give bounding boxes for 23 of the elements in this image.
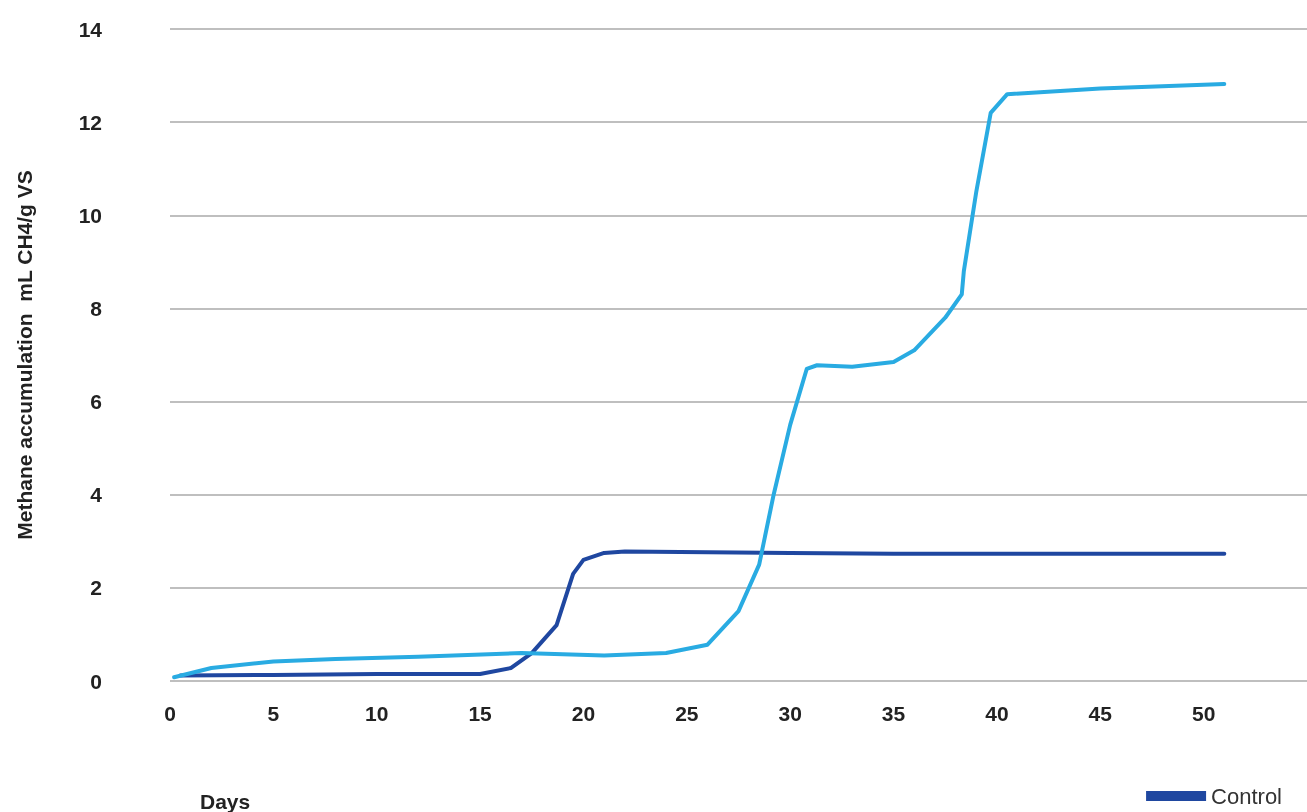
x-tick-label: 5 [267, 702, 280, 725]
y-tick-label: 14 [78, 17, 103, 41]
line-series [172, 81, 1227, 680]
x-tick-label: 0 [164, 702, 176, 725]
legend-label: Control [1211, 783, 1282, 809]
x-tick-label: 15 [468, 702, 493, 725]
y-tick-label: 12 [78, 110, 102, 134]
x-tick-label: 10 [365, 702, 389, 725]
x-tick-label: 45 [1088, 702, 1113, 725]
y-tick-label: 8 [90, 296, 103, 320]
y-tick-label: 6 [90, 390, 102, 414]
y-tick-label: 4 [90, 483, 103, 507]
x-tick-label: 40 [985, 702, 1009, 725]
x-tick-label: 50 [1191, 702, 1216, 725]
x-tick-label: 30 [778, 702, 802, 725]
x-tick-label: 25 [675, 702, 699, 725]
x-tick-label: 35 [881, 702, 906, 725]
y-tick-label: 10 [78, 203, 102, 227]
x-tick-label: 20 [571, 702, 596, 725]
line-series [178, 549, 1227, 678]
y-tick-label: 0 [90, 669, 102, 693]
y-tick-label: 2 [90, 576, 102, 600]
y-axis-title: Methane accumulation mL CH4/g VS [13, 170, 36, 540]
